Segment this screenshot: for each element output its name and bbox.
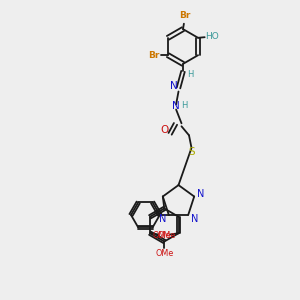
Text: Br: Br xyxy=(148,51,159,60)
Text: OMe: OMe xyxy=(158,231,175,240)
Text: N: N xyxy=(170,81,178,92)
Text: Br: Br xyxy=(179,11,190,20)
Text: S: S xyxy=(188,147,195,157)
Text: HO: HO xyxy=(205,32,218,41)
Text: N: N xyxy=(190,214,198,224)
Text: O: O xyxy=(160,125,168,135)
Text: H: H xyxy=(188,70,194,79)
Text: OMe: OMe xyxy=(155,249,173,258)
Text: N: N xyxy=(196,189,204,199)
Text: OMe: OMe xyxy=(153,231,171,240)
Text: N: N xyxy=(172,101,180,111)
Text: N: N xyxy=(159,214,166,224)
Text: H: H xyxy=(182,101,188,110)
